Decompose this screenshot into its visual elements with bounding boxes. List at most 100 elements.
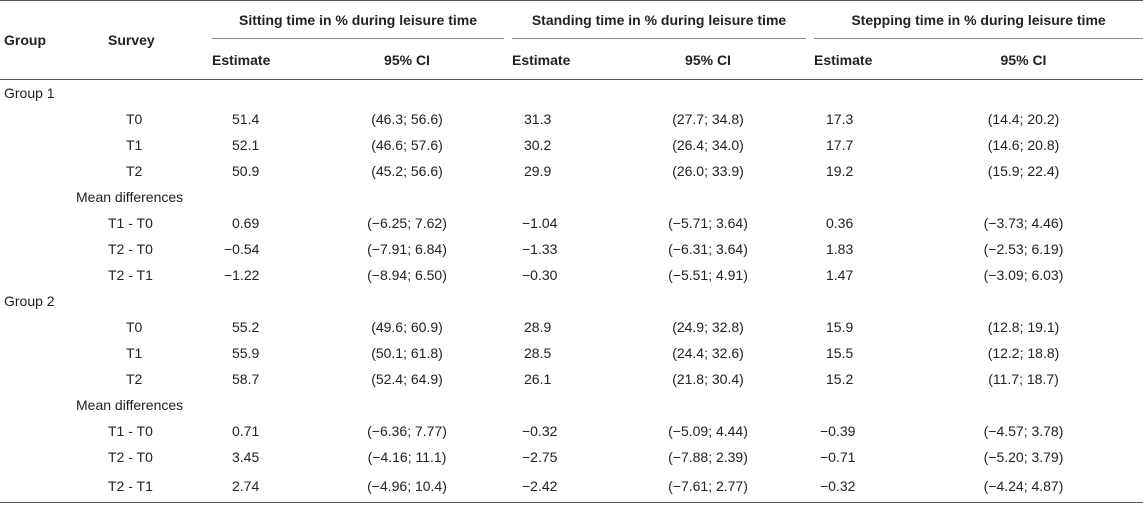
sitting-ci-cell: (52.4; 64.9) (371, 371, 443, 387)
sitting-ci-cell: (−6.25; 7.62) (367, 215, 447, 231)
table-row: T2 - T1 −1.22 (−8.94; 6.50) −0.30 (−5.51… (0, 262, 1143, 288)
sitting-ci-cell: (45.2; 56.6) (371, 163, 443, 179)
table-row: T1 - T0 0.69 (−6.25; 7.62) −1.04 (−5.71;… (0, 210, 1143, 236)
standing-ci-cell: (−5.51; 4.91) (668, 267, 748, 283)
survey-cell: T1 (126, 137, 143, 153)
survey-cell: T1 (126, 345, 143, 361)
sitting-ci-cell: (46.6; 57.6) (371, 137, 443, 153)
standing-ci-cell: (27.7; 34.8) (672, 111, 744, 127)
sitting-estimate-cell: 0.71 (232, 423, 260, 439)
stepping-estimate-cell: 0.36 (826, 215, 854, 231)
stepping-estimate-header: Estimate (814, 52, 873, 68)
standing-estimate-cell: −1.33 (522, 241, 558, 257)
sitting-ci-cell: (−7.91; 6.84) (367, 241, 447, 257)
standing-ci-header: 95% CI (685, 52, 731, 68)
standing-estimate-cell: 28.5 (524, 345, 552, 361)
survey-cell: T2 - T0 (108, 241, 153, 257)
stepping-estimate-cell: −0.32 (820, 478, 856, 494)
standing-estimate-cell: −2.75 (522, 449, 558, 465)
standing-ci-cell: (26.4; 34.0) (672, 137, 744, 153)
sitting-ci-header: 95% CI (384, 52, 430, 68)
survey-cell: T2 (126, 163, 143, 179)
table-body: Group 1 T0 51.4 (46.3; 56.6) 31.3 (27.7;… (0, 80, 1143, 503)
mean-differences-row: Mean differences (0, 392, 1143, 418)
table-row: T2 - T0 3.45 (−4.16; 11.1) −2.75 (−7.88;… (0, 444, 1143, 470)
table-row: T1 52.1 (46.6; 57.6) 30.2 (26.4; 34.0) 1… (0, 132, 1143, 158)
sitting-estimate-cell: 50.9 (232, 163, 260, 179)
standing-estimate-cell: −1.04 (522, 215, 558, 231)
standing-ci-cell: (24.4; 32.6) (672, 345, 744, 361)
stepping-ci-cell: (−5.20; 3.79) (983, 449, 1064, 465)
standing-estimate-cell: −2.42 (522, 478, 558, 494)
sitting-estimate-cell: 0.69 (232, 215, 260, 231)
results-table: Sitting time in % during leisure time St… (0, 0, 1143, 503)
sitting-block-title: Sitting time in % during leisure time (212, 4, 504, 39)
stepping-ci-cell: (−4.24; 4.87) (983, 478, 1064, 494)
sitting-estimate-cell: −0.54 (224, 241, 260, 257)
mean-differences-row: Mean differences (0, 184, 1143, 210)
group-label: Group 1 (4, 85, 55, 101)
survey-cell: T2 (126, 371, 143, 387)
standing-ci-cell: (21.8; 30.4) (672, 371, 744, 387)
table-row: T1 - T0 0.71 (−6.36; 7.77) −0.32 (−5.09;… (0, 418, 1143, 444)
standing-estimate-cell: 30.2 (524, 137, 552, 153)
standing-estimate-cell: 28.9 (524, 319, 552, 335)
table-row: T2 50.9 (45.2; 56.6) 29.9 (26.0; 33.9) 1… (0, 158, 1143, 184)
survey-cell: T1 - T0 (108, 215, 153, 231)
survey-cell: T2 - T1 (108, 478, 153, 494)
stepping-ci-cell: (−4.57; 3.78) (983, 423, 1064, 439)
table-row: T0 55.2 (49.6; 60.9) 28.9 (24.9; 32.8) 1… (0, 314, 1143, 340)
group-label: Group 2 (4, 293, 55, 309)
standing-block-title: Standing time in % during leisure time (512, 4, 806, 39)
stepping-estimate-cell: 1.47 (826, 267, 854, 283)
stepping-estimate-cell: 15.5 (826, 345, 854, 361)
standing-ci-cell: (−7.88; 2.39) (668, 449, 748, 465)
stepping-ci-cell: (−3.73; 4.46) (983, 215, 1064, 231)
stepping-estimate-cell: 15.2 (826, 371, 854, 387)
standing-ci-cell: (24.9; 32.8) (672, 319, 744, 335)
mean-differences-label: Mean differences (76, 397, 184, 413)
standing-ci-cell: (−5.09; 4.44) (668, 423, 748, 439)
stepping-estimate-cell: 15.9 (826, 319, 854, 335)
sitting-estimate-cell: 2.74 (232, 478, 260, 494)
header-row-top: Sitting time in % during leisure time St… (0, 0, 1143, 42)
group-column-header: Group (4, 32, 46, 48)
table-row: T1 55.9 (50.1; 61.8) 28.5 (24.4; 32.6) 1… (0, 340, 1143, 366)
standing-estimate-cell: 26.1 (524, 371, 552, 387)
sitting-estimate-cell: 52.1 (232, 137, 260, 153)
stepping-ci-cell: (14.6; 20.8) (987, 137, 1060, 153)
standing-estimate-cell: −0.32 (522, 423, 558, 439)
sitting-ci-cell: (49.6; 60.9) (371, 319, 443, 335)
standing-ci-cell: (−5.71; 3.64) (668, 215, 748, 231)
header-row-sub: Group Survey Estimate 95% CI Estimate 95… (0, 32, 1143, 80)
sitting-ci-cell: (−4.16; 11.1) (367, 449, 447, 465)
survey-cell: T0 (126, 111, 143, 127)
mean-differences-label: Mean differences (76, 189, 184, 205)
standing-ci-cell: (−6.31; 3.64) (668, 241, 748, 257)
stepping-estimate-cell: 1.83 (826, 241, 854, 257)
standing-estimate-cell: 31.3 (524, 111, 552, 127)
survey-cell: T0 (126, 319, 143, 335)
sitting-estimate-header: Estimate (212, 52, 271, 68)
sitting-ci-cell: (46.3; 56.6) (371, 111, 443, 127)
sitting-estimate-cell: 51.4 (232, 111, 260, 127)
table-row: T2 58.7 (52.4; 64.9) 26.1 (21.8; 30.4) 1… (0, 366, 1143, 392)
stepping-ci-cell: (15.9; 22.4) (987, 163, 1060, 179)
stepping-ci-cell: (−2.53; 6.19) (983, 241, 1064, 257)
stepping-ci-cell: (14.4; 20.2) (987, 111, 1060, 127)
standing-estimate-cell: 29.9 (524, 163, 552, 179)
sitting-estimate-cell: 58.7 (232, 371, 260, 387)
table-row: T0 51.4 (46.3; 56.6) 31.3 (27.7; 34.8) 1… (0, 106, 1143, 132)
stepping-estimate-cell: 17.3 (826, 111, 854, 127)
table-row: T2 - T1 2.74 (−4.96; 10.4) −2.42 (−7.61;… (0, 470, 1143, 503)
standing-estimate-cell: −0.30 (522, 267, 558, 283)
stepping-estimate-cell: −0.71 (820, 449, 856, 465)
stepping-estimate-cell: 17.7 (826, 137, 854, 153)
stepping-estimate-cell: 19.2 (826, 163, 854, 179)
group-row: Group 2 (0, 288, 1143, 314)
sitting-estimate-cell: 3.45 (232, 449, 260, 465)
survey-column-header: Survey (108, 32, 155, 48)
sitting-ci-cell: (−8.94; 6.50) (367, 267, 447, 283)
survey-cell: T1 - T0 (108, 423, 153, 439)
